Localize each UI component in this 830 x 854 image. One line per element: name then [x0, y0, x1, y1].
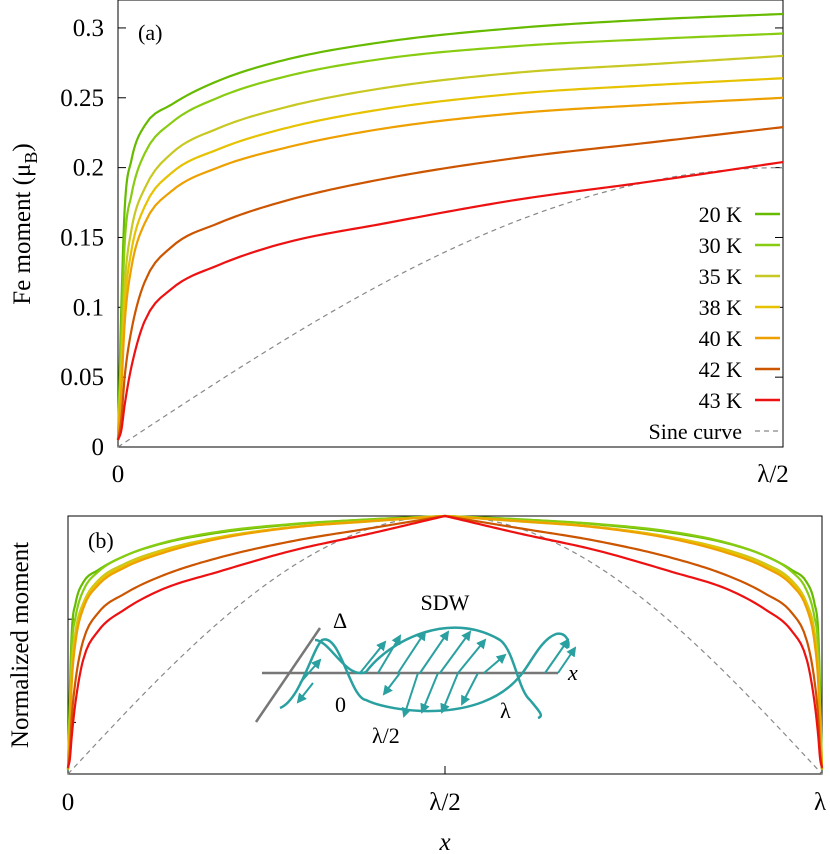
series-line-b-42-k [66, 514, 824, 769]
ytick-label-a-0-05: 0.05 [60, 364, 104, 391]
panel-a-ylabel: Fe moment (μB) [9, 143, 41, 305]
legend-label-20-k: 20 K [699, 202, 743, 227]
panel-a-frame [117, 0, 784, 448]
sdw-spin-arrow-12 [440, 672, 459, 714]
series-line-b-20-k [66, 514, 824, 770]
panel-a-legend: 20 K 30 K 35 K 38 K 40 K 42 K 43 K Sine curve [649, 202, 780, 444]
series-line-b-40-k [66, 514, 824, 769]
sdw-spin-arrow-14 [544, 638, 570, 674]
legend-label-38-k: 38 K [699, 295, 743, 320]
sdw-delta-label: Δ [333, 608, 347, 633]
sdw-spin-arrow-9 [382, 672, 401, 696]
legend-label-42-k: 42 K [699, 357, 743, 382]
legend-label-40-k: 40 K [699, 326, 743, 351]
sdw-spin-arrow-13 [461, 672, 479, 706]
sdw-inset: SDW Δ x 0 λ/2 λ [254, 590, 578, 748]
sdw-origin-label: 0 [335, 692, 346, 717]
panel-b-series-layer [66, 514, 824, 770]
panel-b-label: (b) [88, 528, 114, 553]
sine-curve-b [67, 515, 823, 775]
series-line-b-43-k [66, 514, 824, 768]
series-line-a-35-k [116, 54, 784, 441]
legend-label-30-k: 30 K [699, 233, 743, 258]
sdw-spin-arrow-7 [457, 638, 487, 674]
sdw-spin-arrow-4 [397, 630, 427, 674]
sdw-wave-back [314, 626, 542, 720]
sdw-spin-arrow-11 [420, 672, 439, 714]
panel-b-chart: 0 λ/2 λ (b) Normalized moment x SDW Δ x 0 … [7, 514, 826, 854]
series-line-a-30-k [116, 32, 784, 441]
series-line-a-20-k [116, 12, 784, 441]
sdw-spin-arrow-6 [439, 630, 472, 674]
xtick-label-b-2: λ/2 [429, 789, 461, 816]
series-line-b-38-k [66, 514, 824, 770]
sdw-spin-arrow-5 [419, 630, 450, 674]
xtick-label-b-0: 0 [62, 789, 75, 816]
sdw-spin-arrow-10 [401, 672, 419, 718]
sdw-lambda-label: λ [500, 698, 511, 723]
sdw-title: SDW [421, 590, 470, 615]
panel-a-chart: 0 0.05 0.1 0.15 0.2 0.25 0.3 0 λ/2 (a) Fe moment… [9, 0, 789, 488]
sdw-half-label: λ/2 [372, 723, 400, 748]
ytick-label-a-0-2: 0.2 [73, 155, 104, 182]
xtick-label-b-: λ [814, 789, 826, 816]
series-line-a-38-k [116, 77, 784, 441]
series-line-b-30-k [66, 514, 824, 770]
series-line-a-40-k [116, 96, 784, 441]
sine-curve-a [117, 167, 784, 448]
xtick-label-a-2: λ/2 [757, 461, 789, 488]
sdw-spin-arrow-3 [377, 634, 402, 674]
ytick-label-a-0-1: 0.1 [73, 294, 104, 321]
series-line-b-35-k [66, 514, 824, 770]
ytick-label-a-0: 0 [92, 434, 105, 461]
panel-b-sine-layer [67, 515, 823, 775]
legend-label-35-k: 35 K [699, 264, 743, 289]
panel-b-ylabel: Normalized moment [7, 542, 34, 748]
panel-a-ticks: 0 0.05 0.1 0.15 0.2 0.25 0.3 0 λ/2 [60, 15, 789, 488]
series-line-a-43-k [116, 160, 784, 441]
ytick-label-a-0-25: 0.25 [60, 85, 104, 112]
panel-a-sine-layer [117, 167, 784, 448]
sdw-spin-arrow-0 [299, 658, 322, 684]
ytick-label-a-0-3: 0.3 [73, 15, 104, 42]
sdw-x-label: x [567, 660, 578, 685]
sdw-spin-arrow-1 [296, 682, 314, 704]
sdw-delta-axis [254, 627, 322, 723]
panel-a-label: (a) [138, 20, 162, 45]
xtick-label-a-0: 0 [112, 461, 125, 488]
legend-label-43-k: 43 K [699, 388, 743, 413]
ytick-label-a-0-15: 0.15 [60, 224, 104, 251]
panel-b-frame [67, 515, 823, 775]
series-line-a-42-k [116, 126, 784, 441]
sdw-spin-arrow-2 [359, 640, 387, 674]
sdw-spin-arrow-8 [483, 653, 507, 674]
panel-b-xlabel: x [438, 829, 450, 854]
panel-b-ticks: 0 λ/2 λ [62, 618, 826, 816]
sdw-spin-arrow-15 [557, 646, 577, 674]
panel-a-series-layer [116, 12, 784, 441]
sdw-wave [279, 626, 577, 720]
legend-label-sine-curve: Sine curve [649, 419, 742, 444]
